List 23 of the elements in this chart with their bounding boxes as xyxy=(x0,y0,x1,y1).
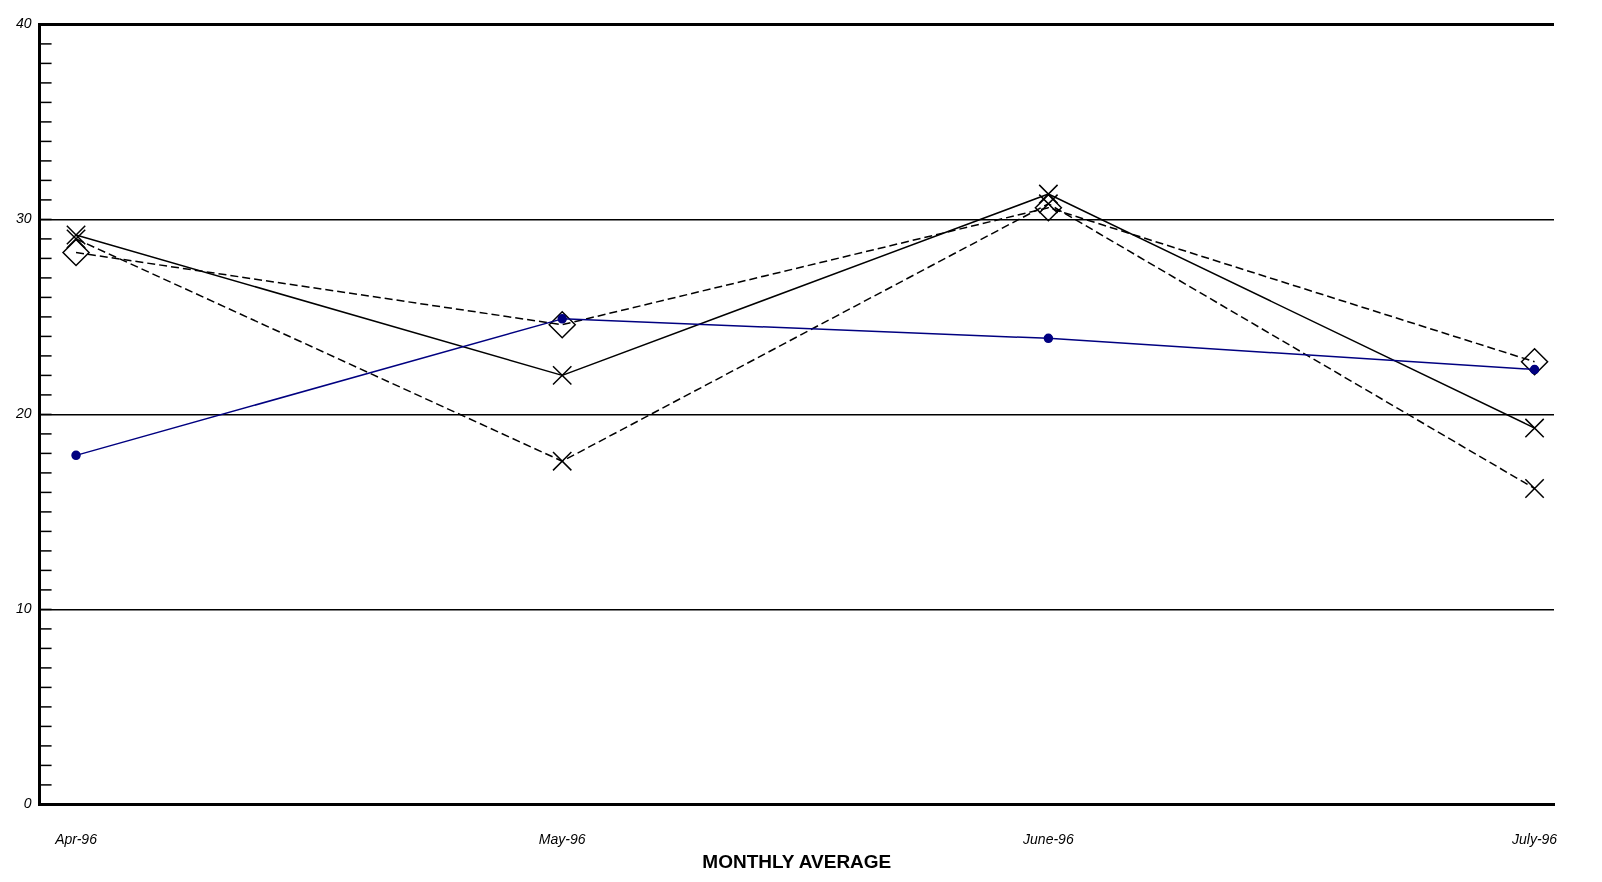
point xyxy=(557,314,567,324)
point xyxy=(548,310,576,339)
point xyxy=(1524,418,1545,438)
x-tick-label: June-96 xyxy=(1022,830,1074,847)
point xyxy=(552,451,573,472)
x-tick-label: July-96 xyxy=(1510,830,1558,847)
point xyxy=(552,365,573,386)
x-axis-title: MONTHLY AVERAGE xyxy=(702,850,892,872)
point xyxy=(1520,348,1549,376)
y-tick-label: 30 xyxy=(15,210,32,227)
point xyxy=(1034,193,1063,222)
y-tick-label: 20 xyxy=(14,405,32,422)
point xyxy=(62,238,90,267)
point xyxy=(1038,184,1059,204)
x-tick-label: Apr-96 xyxy=(54,830,98,847)
y-tick-label: 0 xyxy=(23,795,32,812)
y-tick-label: 40 xyxy=(15,15,32,32)
point xyxy=(1524,478,1545,499)
y-tick-label: 10 xyxy=(15,600,32,617)
point xyxy=(1529,364,1540,375)
x-tick-label: May-96 xyxy=(538,830,586,847)
point xyxy=(1043,333,1054,344)
point xyxy=(71,450,81,461)
